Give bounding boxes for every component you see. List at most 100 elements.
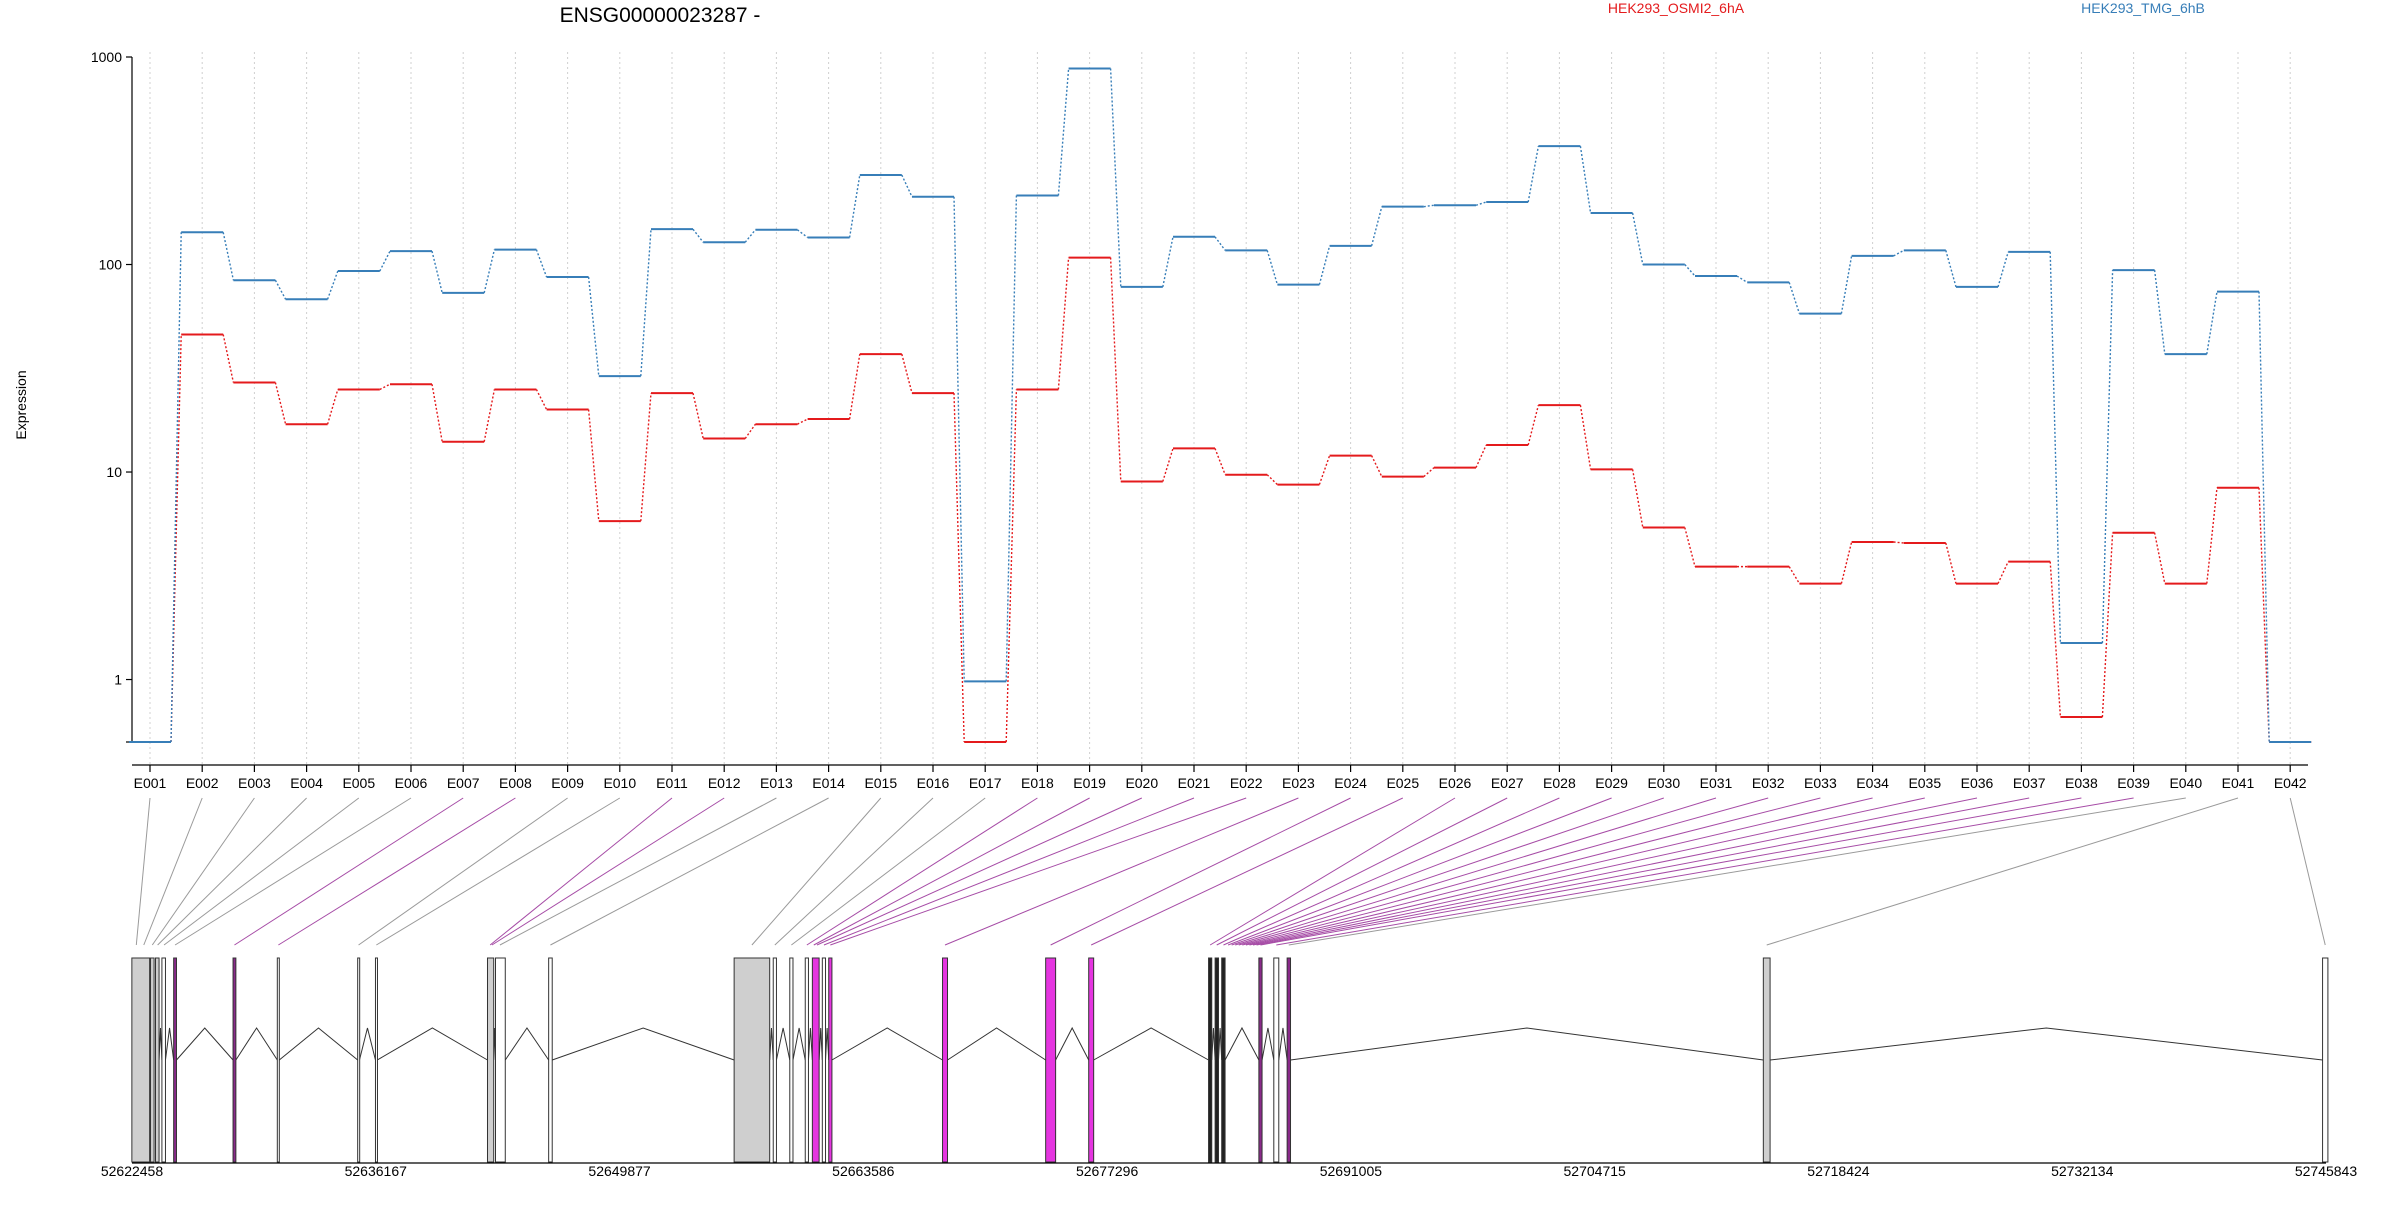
series-connector: [587, 276, 600, 377]
exon-connector: [157, 797, 307, 946]
intron: [1278, 1027, 1288, 1061]
series-connector: [2101, 532, 2114, 718]
series-connector: [1318, 455, 1331, 485]
exon-label-e021: E021: [1178, 775, 1211, 791]
exon: [1221, 957, 1226, 1163]
intron: [769, 1027, 774, 1061]
exon-label-e039: E039: [2117, 775, 2150, 791]
exon-connector: [1249, 797, 1925, 946]
exon-connector: [1242, 797, 1821, 946]
series-connector: [1788, 566, 1800, 584]
intron: [235, 1027, 278, 1061]
exon-label-e040: E040: [2169, 775, 2202, 791]
exon-highlighted: [828, 957, 833, 1163]
series-connector: [326, 270, 339, 300]
exon-connector: [1050, 797, 1351, 946]
exon-connector: [1209, 797, 1456, 946]
exon: [486, 957, 495, 1163]
exon: [357, 957, 361, 1163]
exon: [733, 957, 771, 1163]
exon-highlighted: [1088, 957, 1095, 1163]
exon-label-e005: E005: [342, 775, 375, 791]
series-connector: [1579, 146, 1592, 214]
exon-label-e042: E042: [2274, 775, 2307, 791]
exon-connector: [489, 797, 673, 946]
exon-connector: [751, 797, 882, 946]
exon-connector: [1090, 797, 1404, 946]
exon-connector: [1216, 797, 1508, 946]
exon-label-e035: E035: [1908, 775, 1941, 791]
exon-label-e004: E004: [290, 775, 323, 791]
series-connector: [1840, 255, 1853, 314]
series-connector: [1631, 212, 1644, 265]
exon-connector: [1256, 797, 2030, 946]
series-connector: [692, 228, 704, 243]
exon-connector: [1252, 797, 1978, 946]
series-connector: [2206, 487, 2218, 584]
exon: [1214, 957, 1219, 1163]
coordinate-label: 52649877: [588, 1163, 651, 1179]
series-connector: [1631, 469, 1644, 528]
series-connector: [1684, 527, 1696, 567]
exon-label-e023: E023: [1282, 775, 1315, 791]
series-connector: [1893, 541, 1904, 544]
series-connector: [640, 393, 652, 522]
exon-connector: [1227, 797, 1612, 946]
exon: [789, 957, 794, 1163]
exon-label-e002: E002: [186, 775, 219, 791]
coordinate-label: 52732134: [2051, 1163, 2114, 1179]
exon-connector: [944, 797, 1299, 946]
exon: [131, 957, 151, 1163]
series-connector: [1214, 236, 1226, 251]
series-connector: [222, 232, 235, 281]
exon-connector: [376, 797, 621, 946]
intron: [1224, 1026, 1260, 1061]
vertical-gridlines: [149, 52, 2291, 765]
exon-connector: [791, 797, 986, 946]
exon-connector: [806, 797, 1038, 946]
exon-connector: [813, 797, 1090, 946]
series-connector: [1527, 404, 1540, 446]
exon-label-e036: E036: [1961, 775, 1994, 791]
exon: [804, 957, 809, 1163]
coordinate-label: 52663586: [832, 1163, 895, 1179]
series-connector: [1527, 145, 1540, 203]
coordinate-label: 52691005: [1320, 1163, 1383, 1179]
exon-label-e025: E025: [1386, 775, 1419, 791]
exon-highlighted: [811, 957, 820, 1163]
series-connector: [1840, 541, 1853, 584]
exon-connector: [1238, 797, 1769, 946]
exon: [161, 957, 166, 1163]
series-connector: [274, 382, 287, 425]
exon-label-e028: E028: [1543, 775, 1576, 791]
gene-model: [131, 957, 2329, 1163]
exon-connector: [1245, 797, 1873, 946]
series-connector: [1109, 68, 1122, 287]
series-connector: [1005, 195, 1018, 682]
series-connector: [1370, 206, 1383, 247]
exon-connector: [816, 797, 1143, 946]
exon: [155, 957, 160, 1163]
series-connector: [901, 353, 913, 394]
series-connector: [2258, 291, 2270, 743]
intron: [1261, 1027, 1275, 1061]
intron: [825, 1027, 830, 1061]
exon: [821, 957, 827, 1163]
exon-label-e010: E010: [603, 775, 636, 791]
intron: [807, 1027, 813, 1061]
intron: [818, 1027, 823, 1061]
intron: [1211, 1027, 1216, 1061]
intron: [376, 1027, 488, 1061]
exon-connectors: [135, 797, 2326, 946]
exon-highlighted: [1286, 957, 1292, 1163]
intron: [504, 1027, 550, 1061]
exon-label-e018: E018: [1021, 775, 1054, 791]
series-connector: [953, 196, 965, 682]
exon-connector: [823, 797, 1195, 946]
coordinate-label: 52745843: [2295, 1163, 2358, 1179]
series-connector: [1893, 249, 1905, 257]
intron: [552, 1027, 735, 1061]
exon: [1762, 957, 1771, 1163]
